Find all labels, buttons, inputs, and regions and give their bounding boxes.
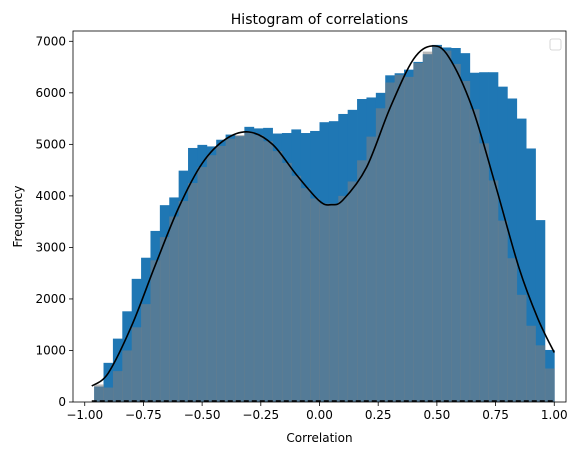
histogram-bar-gray bbox=[544, 368, 555, 402]
histogram-bar-gray bbox=[281, 162, 292, 402]
histogram-bar-gray bbox=[244, 131, 255, 402]
histogram-bar-gray bbox=[300, 188, 311, 402]
chart-title: Histogram of correlations bbox=[231, 12, 408, 28]
histogram-bar-blue bbox=[535, 220, 546, 402]
histogram-bar-gray bbox=[357, 160, 367, 402]
histogram-bar-gray bbox=[460, 80, 471, 403]
x-tick-label: −1.00 bbox=[66, 408, 103, 422]
histogram-bar-gray bbox=[188, 183, 198, 402]
histogram-bar-gray bbox=[150, 260, 161, 402]
histogram-bar-gray bbox=[291, 175, 302, 402]
histogram-bar-gray bbox=[131, 327, 142, 402]
histogram-bar-gray bbox=[272, 151, 283, 402]
x-tick-label: −0.25 bbox=[242, 408, 279, 422]
y-tick-label: 7000 bbox=[35, 34, 66, 48]
histogram-bar-gray bbox=[516, 294, 527, 402]
histogram-bar-blue bbox=[507, 98, 518, 402]
density-curve bbox=[91, 45, 555, 387]
histogram-bar-gray bbox=[263, 141, 273, 402]
histogram-bar-gray bbox=[450, 63, 461, 402]
x-tick-label: 0.75 bbox=[482, 408, 509, 422]
histogram-bar-gray bbox=[488, 180, 499, 402]
histogram-bar-gray bbox=[441, 50, 452, 402]
histogram-bar-gray bbox=[234, 135, 245, 402]
histogram-bar-gray bbox=[103, 387, 114, 402]
histogram-bar-gray bbox=[216, 145, 226, 402]
histogram-bar-gray bbox=[253, 135, 264, 402]
histogram-bar-gray bbox=[347, 181, 358, 402]
y-tick-label: 2000 bbox=[35, 292, 66, 306]
histogram-bar-gray bbox=[169, 216, 180, 402]
y-axis: 0 1000 2000 3000 4000 5000 6000 7000 bbox=[35, 34, 73, 409]
histogram-bar-gray bbox=[112, 371, 123, 402]
histogram-bar-gray bbox=[394, 74, 405, 402]
histogram-bar-gray bbox=[319, 203, 330, 402]
histogram-bar-gray bbox=[385, 82, 396, 403]
histogram-bar-gray bbox=[338, 195, 349, 402]
histogram-bar-gray bbox=[122, 350, 133, 402]
x-tick-label: 0.00 bbox=[306, 408, 333, 422]
histogram-bar-gray bbox=[526, 325, 536, 402]
y-axis-title: Frequency bbox=[11, 186, 25, 248]
histogram-bar-gray bbox=[141, 304, 151, 402]
x-axis: −1.00 −0.75 −0.50 −0.25 0.00 0.25 0.50 0.75 1.00 bbox=[66, 402, 568, 422]
y-tick-label: 6000 bbox=[35, 86, 66, 100]
x-tick-label: 1.00 bbox=[541, 408, 568, 422]
histogram-bar-gray bbox=[507, 258, 518, 402]
histogram-bar-gray bbox=[422, 51, 433, 402]
histogram-bar-gray bbox=[432, 45, 442, 402]
x-tick-label: −0.75 bbox=[125, 408, 162, 422]
histogram-bar-blue bbox=[112, 338, 123, 402]
histogram-bar-gray bbox=[159, 237, 170, 402]
histogram-bar-gray bbox=[469, 109, 480, 403]
y-tick-label: 1000 bbox=[35, 343, 66, 357]
plot-area bbox=[91, 44, 555, 403]
histogram-bar-gray bbox=[497, 220, 508, 402]
histogram-bar-gray bbox=[178, 201, 189, 402]
histogram-bar-blue bbox=[103, 362, 114, 402]
histogram-bar-blue bbox=[526, 148, 536, 402]
y-tick-label: 0 bbox=[58, 395, 66, 409]
histogram-bar-gray bbox=[206, 155, 217, 402]
x-tick-label: 0.50 bbox=[424, 408, 451, 422]
y-tick-label: 4000 bbox=[35, 189, 66, 203]
histogram-bar-gray bbox=[479, 143, 489, 402]
x-tick-label: 0.25 bbox=[365, 408, 392, 422]
histogram-bar-gray bbox=[404, 76, 414, 402]
y-tick-label: 3000 bbox=[35, 240, 66, 254]
histogram-bar-gray bbox=[310, 198, 320, 402]
histogram-bar-gray bbox=[197, 167, 208, 402]
histogram-bar-gray bbox=[413, 62, 424, 402]
histogram-bar-gray bbox=[94, 384, 104, 402]
histogram-bar-gray bbox=[225, 138, 236, 402]
x-axis-title: Correlation bbox=[286, 431, 352, 445]
legend-box bbox=[549, 38, 562, 51]
histogram-bar-blue bbox=[516, 118, 527, 402]
x-tick-label: −0.50 bbox=[184, 408, 221, 422]
histogram-bar-gray bbox=[366, 136, 377, 402]
histogram-bar-gray bbox=[375, 108, 386, 403]
y-tick-label: 5000 bbox=[35, 137, 66, 151]
histogram-bar-gray bbox=[328, 203, 339, 402]
histogram-bar-gray bbox=[535, 345, 546, 402]
